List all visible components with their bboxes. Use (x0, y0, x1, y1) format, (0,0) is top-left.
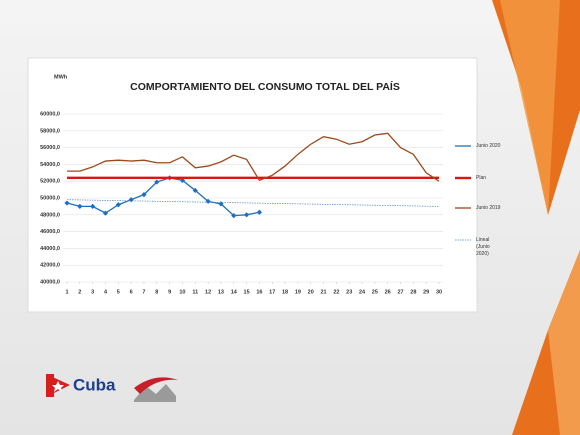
point (154, 179, 160, 185)
x-tick-label: 7 (142, 289, 145, 295)
x-tick-label: 2 (78, 289, 81, 295)
y-tick-label: 60000,0 (40, 111, 60, 117)
x-tick-label: 1 (65, 289, 68, 295)
y-tick-label: 48000,0 (40, 212, 60, 218)
point (77, 203, 83, 209)
y-tick-label: 46000,0 (40, 229, 60, 235)
point (141, 192, 147, 198)
x-tick-label: 18 (282, 289, 288, 295)
x-tick-label: 4 (104, 289, 108, 295)
brand: Cuba (73, 375, 116, 394)
y-axis-label: MWh (54, 74, 68, 80)
x-tick-label: 17 (269, 289, 275, 295)
x-tick-label: 30 (436, 289, 442, 295)
point (205, 198, 211, 204)
legend-label: Lineal (Junio 2020) (476, 236, 490, 257)
x-tick-label: 20 (308, 289, 314, 295)
legend-label: Junio 2019 (476, 204, 501, 211)
point (90, 203, 96, 209)
x-tick-label: 19 (295, 289, 301, 295)
x-tick-label: 16 (256, 289, 262, 295)
x-tick-label: 25 (372, 289, 378, 295)
x-tick-label: 27 (397, 289, 403, 295)
logo (46, 374, 54, 397)
point (179, 177, 186, 183)
x-tick-label: 11 (192, 289, 198, 295)
logo-star (52, 381, 64, 392)
legend-label: Junio 2020 (476, 142, 501, 149)
deco (548, 250, 580, 435)
x-tick-label: 22 (333, 289, 339, 295)
x-tick-label: 29 (423, 289, 429, 295)
line-series (66, 177, 260, 217)
line-series (67, 132, 440, 182)
x-tick-label: 26 (385, 289, 391, 295)
x-tick-label: 14 (231, 289, 238, 295)
y-tick-label: 42000,0 (40, 263, 60, 269)
x-tick-label: 28 (410, 289, 416, 295)
point (64, 200, 70, 206)
y-tick-label: 58000,0 (40, 128, 60, 134)
x-tick-label: 10 (179, 289, 185, 295)
legend-label: Plan (476, 174, 487, 181)
x-tick-label: 5 (117, 289, 120, 295)
x-tick-label: 15 (244, 289, 250, 295)
deco (500, 0, 560, 215)
x-tick-label: 13 (218, 289, 224, 295)
point (102, 210, 109, 216)
x-tick-label: 9 (168, 289, 171, 295)
point (115, 202, 121, 208)
logo (134, 377, 178, 394)
x-tick-label: 6 (130, 289, 133, 295)
y-tick-label: 40000,0 (40, 279, 60, 285)
x-tick-label: 24 (359, 289, 366, 295)
y-tick-label: 52000,0 (40, 179, 60, 185)
point (192, 187, 198, 194)
x-tick-label: 23 (346, 289, 352, 295)
y-tick-label: 44000,0 (40, 246, 60, 252)
point (231, 213, 237, 219)
y-tick-label: 50000,0 (40, 195, 60, 201)
point (243, 212, 250, 218)
x-tick-label: 12 (205, 289, 211, 295)
x-tick-label: 3 (91, 289, 94, 295)
y-tick-label: 56000,0 (40, 145, 60, 151)
x-tick-label: 21 (320, 289, 326, 295)
x-tick-label: 8 (155, 289, 158, 295)
chart-area (27, 57, 478, 313)
line-series (66, 199, 440, 207)
chart-title: COMPORTAMIENTO DEL CONSUMO TOTAL DEL PAÍ… (130, 80, 400, 93)
point (256, 209, 263, 215)
y-tick-label: 54000,0 (40, 162, 60, 168)
